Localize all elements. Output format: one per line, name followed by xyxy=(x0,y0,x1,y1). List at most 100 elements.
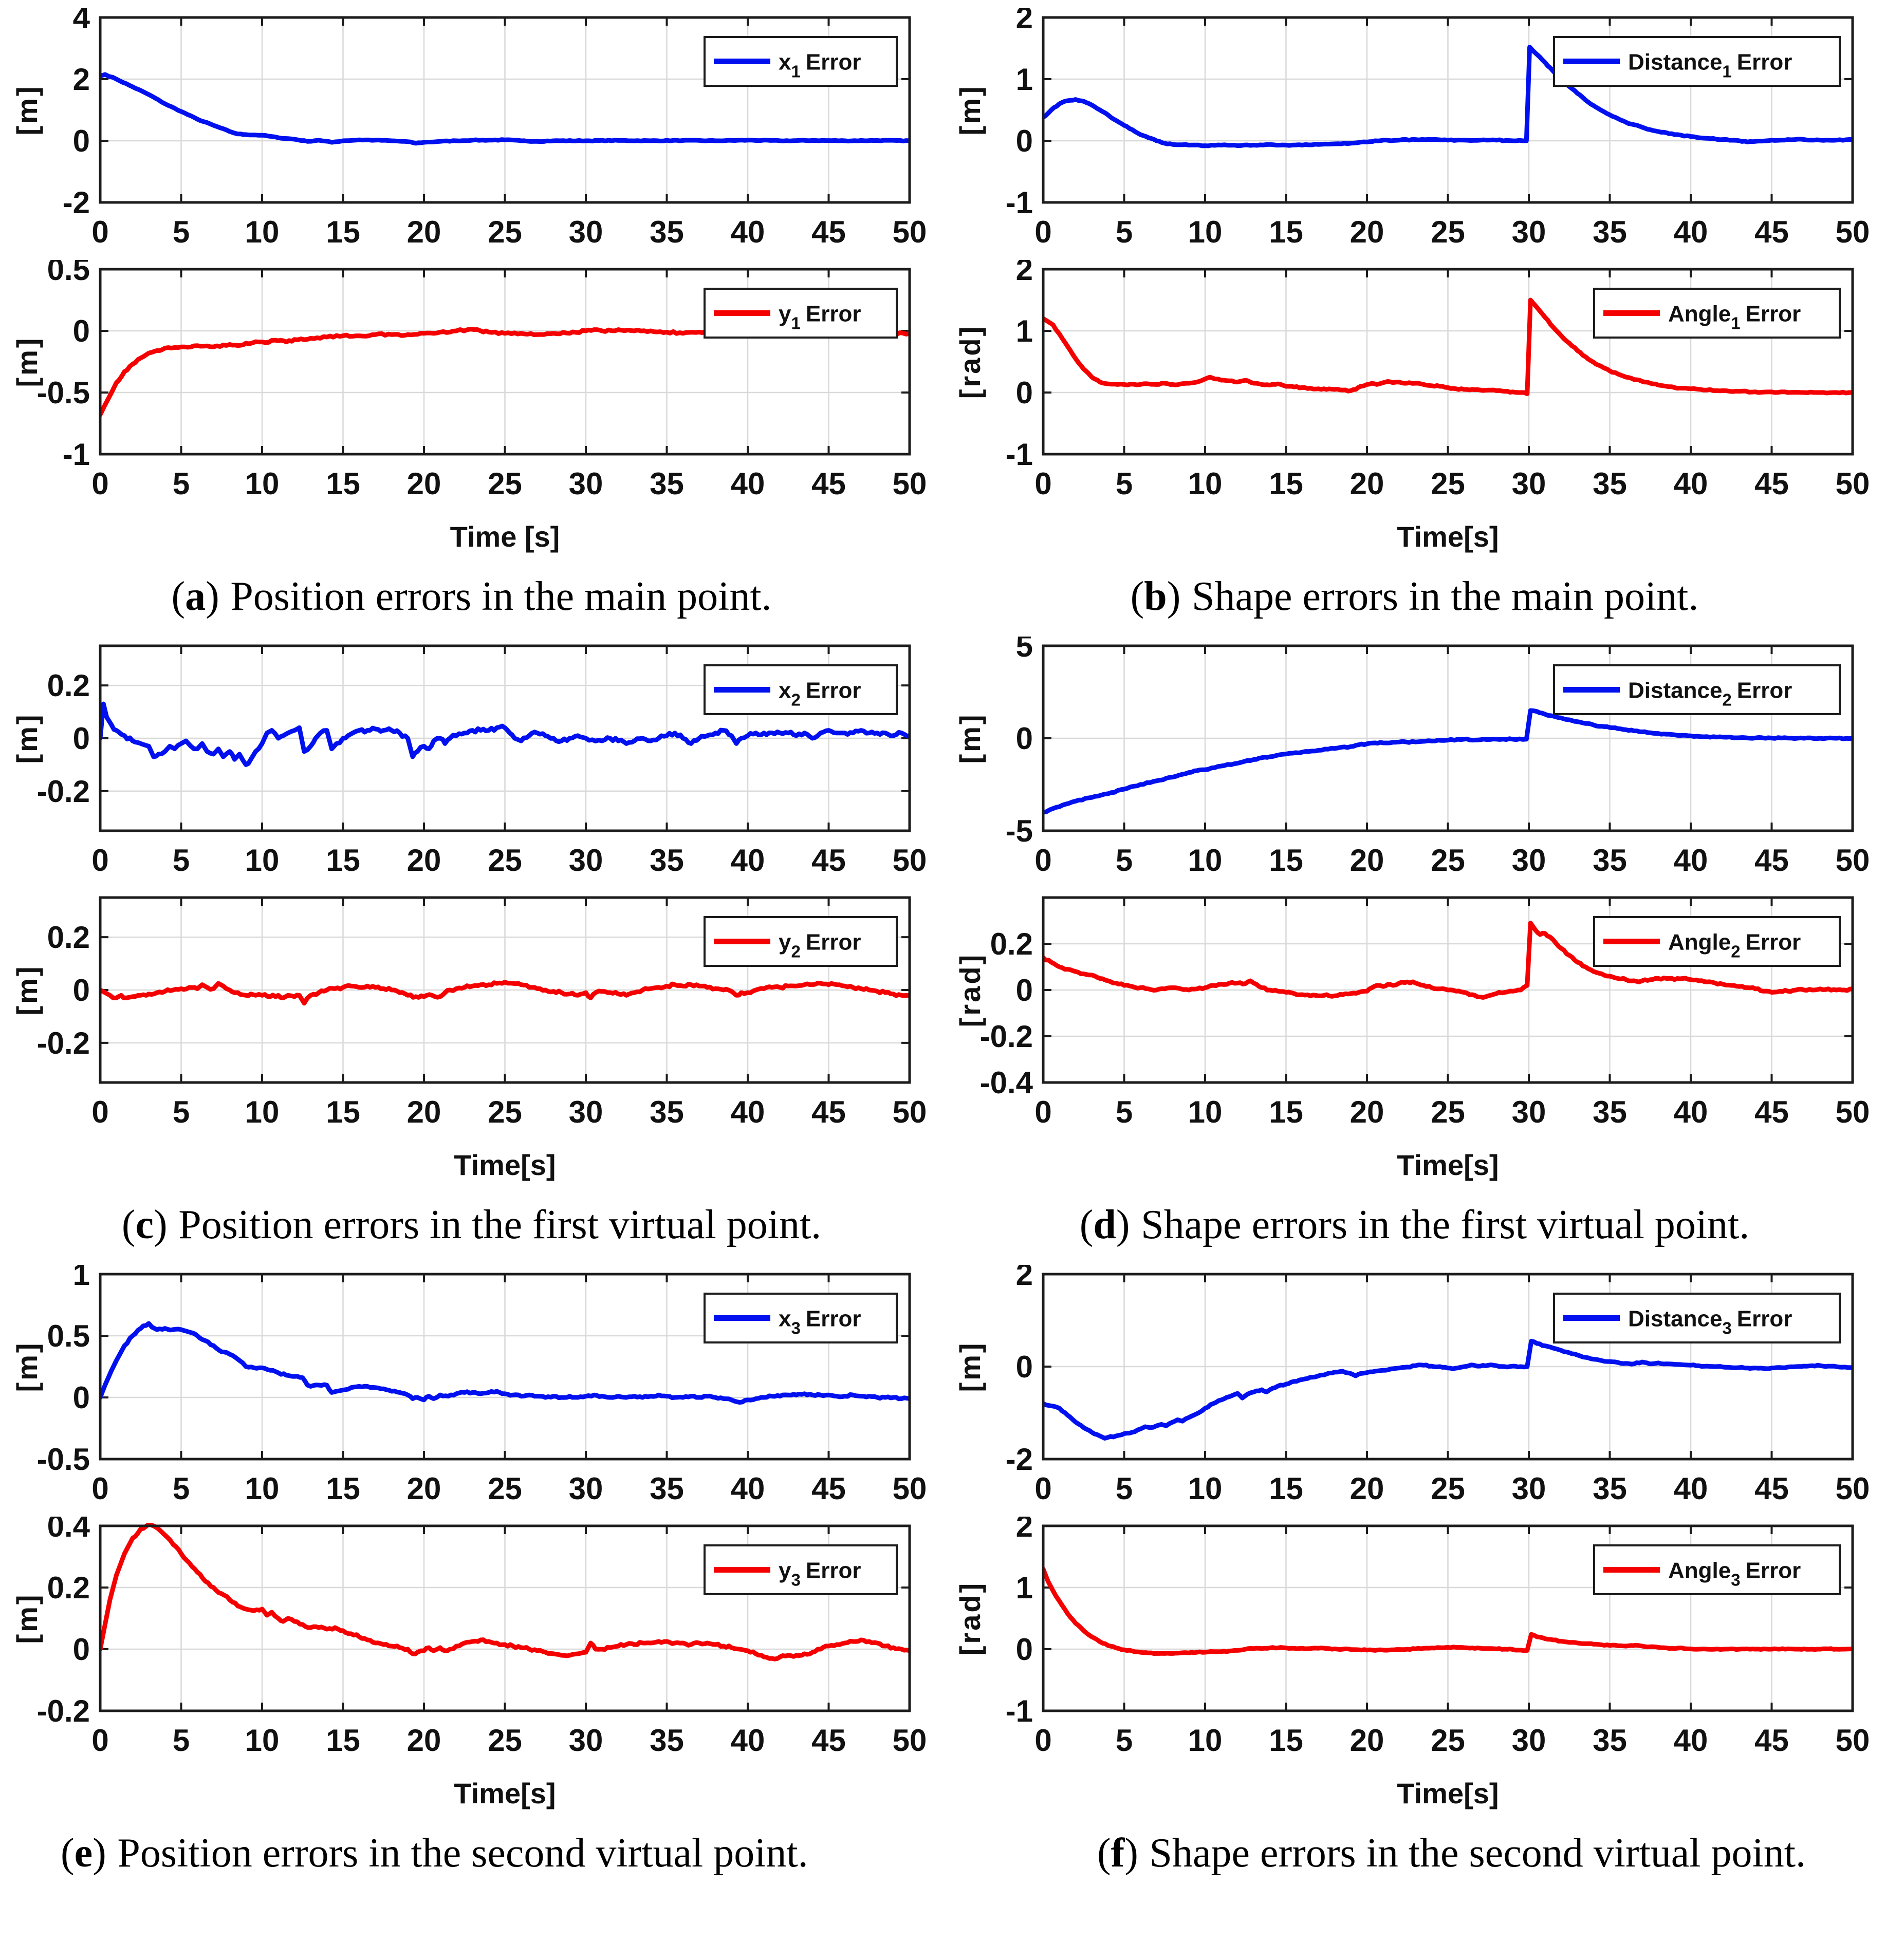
legend: Distance1 Error xyxy=(1553,36,1841,87)
x-tick-label: 5 xyxy=(1116,466,1133,501)
x-tick-label: 10 xyxy=(1188,1095,1223,1129)
series-line xyxy=(1042,708,1854,815)
x-tick-label: 10 xyxy=(245,1723,280,1758)
y-tick-label: 0 xyxy=(1016,1632,1033,1667)
caption-paren: ( xyxy=(1079,1202,1094,1247)
legend: Distance3 Error xyxy=(1553,1293,1841,1343)
x-tick-label: 50 xyxy=(1836,215,1870,249)
x-tick-label: 50 xyxy=(1836,1095,1870,1129)
x-tick-label: 20 xyxy=(407,1471,441,1506)
chart-distance3-error: 0 5 10 15 20 25 30 35 40 45 50 2 0 -2 [m] Distance3 Erro… xyxy=(943,1257,1886,1517)
chart-distance2-error: 0 5 10 15 20 25 30 35 40 45 50 5 0 -5 [m] Distance2 Erro… xyxy=(943,629,1886,888)
x-tick-label: 25 xyxy=(1431,466,1465,501)
y-tick-label: 0.5 xyxy=(47,260,90,287)
series-line xyxy=(1042,1339,1854,1441)
x-tick-label: 10 xyxy=(1188,466,1223,501)
y-axis-label: [rad] xyxy=(954,953,986,1027)
caption-letter: e xyxy=(74,1831,93,1876)
x-tick-label: 50 xyxy=(893,215,927,249)
x-tick-label: 40 xyxy=(731,1095,765,1129)
x-tick-label: 45 xyxy=(811,1723,846,1758)
legend: y2 Error xyxy=(704,916,898,967)
y-tick-label: -0.5 xyxy=(37,376,90,410)
x-tick-label: 15 xyxy=(326,1723,360,1758)
x-tick-label: 50 xyxy=(1836,1723,1870,1758)
x-tick-label: 30 xyxy=(1512,215,1546,249)
y-tick-label: -2 xyxy=(63,185,90,220)
y-tick-label: 0 xyxy=(1016,1350,1033,1384)
y-axis-label: [m] xyxy=(11,1593,43,1644)
caption-text: Position errors in the second virtual po… xyxy=(117,1831,808,1876)
x-tick-label: 40 xyxy=(1674,843,1708,878)
caption-paren: ) xyxy=(206,574,219,619)
x-tick-label: 0 xyxy=(1034,1723,1051,1758)
x-tick-label: 5 xyxy=(173,1723,190,1758)
legend: y1 Error xyxy=(704,288,898,339)
x-tick-label: 15 xyxy=(326,466,360,501)
caption-letter: d xyxy=(1093,1202,1116,1247)
legend-label: Angle1 Error xyxy=(1668,302,1801,333)
y-tick-label: 2 xyxy=(1016,260,1033,287)
series-line xyxy=(1042,921,1854,1000)
x-tick-label: 10 xyxy=(1188,843,1223,878)
chart-y3-error: 0 5 10 15 20 25 30 35 40 45 50 0.4 0.2 0 -0.2 [m] Time[s… xyxy=(0,1509,943,1817)
x-tick-label: 35 xyxy=(650,1471,684,1506)
x-tick-label: 30 xyxy=(1512,1095,1546,1129)
x-tick-label: 5 xyxy=(1116,1095,1133,1129)
x-tick-label: 35 xyxy=(1593,466,1627,501)
y-axis-label: [m] xyxy=(11,336,43,387)
y-tick-label: 2 xyxy=(1016,1265,1033,1292)
chart-y2-error: 0 5 10 15 20 25 30 35 40 45 50 0.2 0 -0.2 [m] Time[s] y2… xyxy=(0,888,943,1189)
x-tick-label: 20 xyxy=(1350,215,1384,249)
x-tick-label: 30 xyxy=(569,215,603,249)
x-tick-label: 15 xyxy=(1269,466,1303,501)
y-tick-label: -1 xyxy=(1006,437,1033,472)
x-tick-label: 0 xyxy=(1034,466,1051,501)
x-tick-label: 25 xyxy=(1431,1471,1465,1506)
y-tick-label: 0 xyxy=(73,124,90,158)
chart-distance1-error: 0 5 10 15 20 25 30 35 40 45 50 2 1 0 -1 [m] Distance1 Err… xyxy=(943,1,1886,260)
series-line xyxy=(99,72,911,146)
x-tick-label: 15 xyxy=(1269,1723,1303,1758)
x-tick-label: 5 xyxy=(1116,215,1133,249)
chart-svg: 0 5 10 15 20 25 30 35 40 45 50 0.2 0 -0.2 [m] Time[s] y2… xyxy=(0,888,943,1189)
x-tick-label: 30 xyxy=(569,466,603,501)
x-tick-label: 20 xyxy=(407,466,441,501)
x-tick-label: 40 xyxy=(731,1471,765,1506)
y-tick-label: 0.5 xyxy=(47,1319,90,1353)
x-tick-label: 45 xyxy=(811,215,846,249)
x-tick-label: 10 xyxy=(1188,215,1223,249)
series-line xyxy=(99,980,911,1006)
panel-d: 0 5 10 15 20 25 30 35 40 45 50 5 0 -5 [m] Distance2 Erro… xyxy=(943,629,1886,1265)
x-tick-label: 30 xyxy=(569,1471,603,1506)
x-axis-label: Time[s] xyxy=(1397,520,1499,553)
x-axis-label: Time[s] xyxy=(1397,1777,1499,1809)
y-tick-label: -5 xyxy=(1006,814,1033,848)
caption-letter: a xyxy=(185,574,206,619)
y-tick-label: -0.2 xyxy=(980,1019,1033,1054)
y-tick-label: -0.2 xyxy=(37,1026,90,1060)
x-tick-label: 0 xyxy=(91,215,108,249)
legend-label: Angle2 Error xyxy=(1668,930,1801,961)
y-tick-label: 0.2 xyxy=(47,1571,90,1605)
caption-paren: ( xyxy=(1130,574,1144,619)
legend-label: y1 Error xyxy=(779,302,861,333)
chart-angle2-error: 0 5 10 15 20 25 30 35 40 45 50 0.2 0 -0.2 -0.4 [rad] Tim… xyxy=(943,888,1886,1189)
y-tick-label: 0.4 xyxy=(47,1517,90,1543)
y-axis-label: [m] xyxy=(954,713,986,763)
x-tick-label: 50 xyxy=(893,843,927,878)
chart-svg: 0 5 10 15 20 25 30 35 40 45 50210-1[rad]Time[s]Ang… xyxy=(943,1509,1886,1817)
x-tick-label: 10 xyxy=(245,215,280,249)
x-tick-label: 0 xyxy=(1034,215,1051,249)
x-tick-label: 25 xyxy=(1431,215,1465,249)
caption-paren: ) xyxy=(153,1202,168,1247)
series-line xyxy=(99,701,911,767)
caption-e: (e) Position errors in the second virtual… xyxy=(61,1825,855,1881)
x-tick-label: 25 xyxy=(1431,1723,1465,1758)
y-tick-label: -0.2 xyxy=(37,1694,90,1728)
x-tick-label: 0 xyxy=(91,1471,108,1506)
y-axis-label: [m] xyxy=(11,713,43,763)
y-tick-label: 1 xyxy=(73,1265,90,1292)
y-tick-label: 5 xyxy=(1016,637,1033,663)
